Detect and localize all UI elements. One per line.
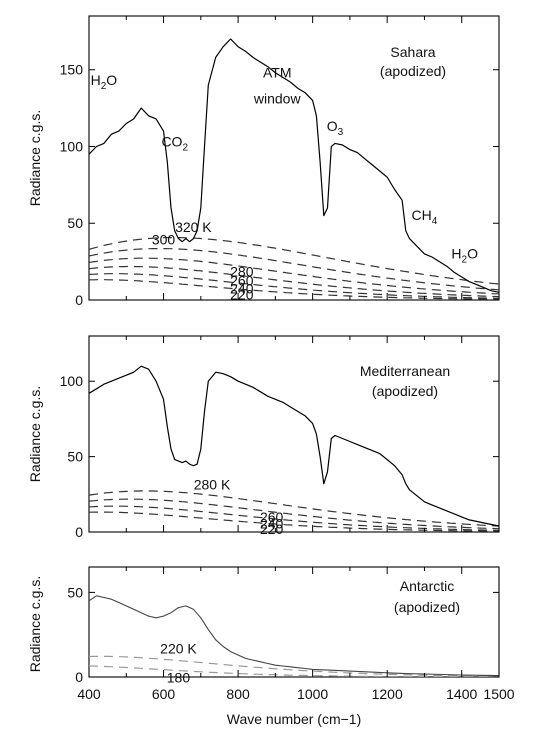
- x-tick-label: 1500: [483, 686, 514, 702]
- x-axis-label: Wave number (cm−1): [227, 711, 361, 727]
- ticks: 0 50 400 600 800 1000 1200 1400 1500: [67, 567, 515, 702]
- y-tick-label: 50: [67, 449, 83, 465]
- y-tick-label: 0: [75, 669, 83, 685]
- annotation: H2O: [451, 246, 478, 266]
- blackbody-label: 280: [230, 263, 254, 279]
- blackbody-curve: [89, 505, 499, 531]
- blackbody-curve: [89, 498, 499, 530]
- y-tick-label: 0: [75, 292, 83, 308]
- blackbody-curve: [89, 248, 499, 291]
- blackbody-label: 220: [260, 521, 284, 537]
- annotation: ATM: [263, 64, 292, 80]
- y-tick-label: 50: [67, 215, 83, 231]
- x-tick-label: 1000: [297, 686, 328, 702]
- y-tick-label: 100: [60, 373, 84, 389]
- blackbody-curves: [89, 655, 499, 677]
- blackbody-curve: [89, 279, 499, 300]
- blackbody-label: 220 K: [160, 641, 197, 657]
- annotation: CH4: [412, 207, 438, 227]
- blackbody-curve: [89, 655, 499, 677]
- plot-frame: [88, 15, 500, 301]
- blackbody-label: 240: [230, 280, 254, 296]
- y-axis-label: Radiance c.g.s.: [27, 576, 43, 673]
- blackbody-label: 220: [230, 286, 254, 302]
- panel-title-line-1: Antarctic: [400, 578, 454, 594]
- spectrum: [89, 365, 499, 527]
- spectrum: [89, 38, 499, 293]
- blackbody-label: 260: [260, 509, 284, 525]
- blackbody-curves: [89, 237, 499, 300]
- blackbody-curve: [89, 265, 499, 298]
- y-tick-label: 150: [60, 62, 84, 78]
- blackbody-labels: 220 K 180: [160, 641, 197, 686]
- x-tick-label: 600: [152, 686, 176, 702]
- blackbody-label: 260: [230, 273, 254, 289]
- blackbody-curve: [89, 490, 499, 527]
- blackbody-curves: [89, 490, 499, 532]
- ticks: 0 50 100: [60, 336, 500, 540]
- annotations: H2O CO2 ATM window O3 CH4 H2O: [91, 64, 478, 265]
- x-tick-label: 1400: [446, 686, 477, 702]
- ticks: 0 50 100 150: [60, 16, 500, 308]
- blackbody-curve: [89, 511, 499, 532]
- panel-title-line-1: Mediterranean: [360, 363, 450, 379]
- y-axis-label: Radiance c.g.s.: [27, 386, 43, 483]
- y-tick-label: 0: [75, 524, 83, 540]
- blackbody-label: 180: [167, 670, 191, 686]
- blackbody-curve: [89, 273, 499, 299]
- blackbody-curve: [89, 257, 499, 295]
- spectrum-line: [89, 595, 499, 677]
- spectrum: [89, 595, 499, 677]
- panel-title-line-2: (apodized): [372, 383, 438, 399]
- x-tick-label: 1200: [372, 686, 403, 702]
- plot-frame: [88, 566, 500, 678]
- spectrum-line: [89, 365, 499, 527]
- plot-frame: [88, 335, 500, 533]
- panel-title-line-2: (apodized): [394, 599, 460, 615]
- x-tick-label: 400: [77, 686, 101, 702]
- blackbody-label: 240: [260, 516, 284, 532]
- y-axis-label: Radiance c.g.s.: [27, 110, 43, 207]
- annotation: CO2: [161, 133, 188, 153]
- annotation: window: [253, 91, 302, 107]
- panel-title-line-2: (apodized): [380, 63, 446, 79]
- panel-antarctic: 0 50 400 600 800 1000 1200 1400 1500 220 K 180 An…: [27, 566, 515, 727]
- blackbody-label: 280 K: [194, 476, 231, 492]
- blackbody-label: 320 K: [175, 219, 212, 235]
- blackbody-curve: [89, 665, 499, 677]
- panel-title-line-1: Sahara: [390, 44, 435, 60]
- annotation: H2O: [91, 72, 118, 92]
- spectrum-line: [89, 38, 499, 293]
- y-tick-label: 100: [60, 138, 84, 154]
- annotation: O3: [327, 118, 344, 138]
- blackbody-label: 300: [152, 232, 176, 248]
- x-tick-label: 800: [226, 686, 250, 702]
- blackbody-curve: [89, 237, 499, 285]
- y-tick-label: 50: [67, 584, 83, 600]
